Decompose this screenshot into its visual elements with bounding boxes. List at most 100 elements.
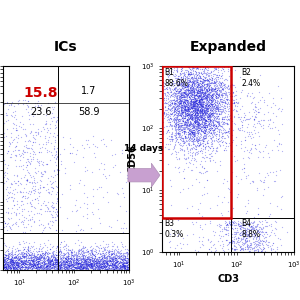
Point [98, 261, 103, 266]
Point [19, 206, 24, 211]
Point [183, 130, 188, 134]
Point [204, 78, 208, 82]
Point [246, 248, 251, 253]
Point [183, 105, 188, 110]
Point [194, 99, 198, 104]
Point [270, 96, 275, 101]
Point [115, 247, 120, 252]
Point [189, 97, 194, 102]
Point [195, 112, 200, 117]
Point [223, 82, 228, 87]
Point [93, 259, 98, 263]
Point [114, 266, 118, 270]
Point [209, 122, 214, 127]
Point [184, 90, 188, 95]
Point [94, 258, 99, 263]
Point [226, 223, 230, 228]
Point [122, 262, 127, 267]
Point [253, 232, 257, 237]
Point [184, 104, 189, 109]
Point [189, 113, 194, 118]
Point [192, 133, 197, 138]
Point [28, 218, 32, 223]
Point [180, 127, 185, 132]
Point [203, 86, 208, 91]
Point [205, 140, 210, 145]
Point [160, 103, 164, 107]
Point [205, 107, 210, 112]
Point [229, 219, 234, 224]
Point [179, 64, 184, 68]
Point [85, 266, 90, 271]
Point [209, 118, 214, 123]
Point [116, 248, 121, 253]
Point [191, 93, 196, 98]
Point [235, 240, 240, 244]
Point [79, 266, 84, 271]
Point [115, 265, 120, 270]
Point [76, 261, 81, 266]
Point [203, 142, 208, 146]
Point [195, 79, 200, 84]
Point [210, 85, 214, 90]
Point [183, 103, 188, 108]
Point [39, 250, 44, 255]
Point [83, 262, 88, 266]
Point [179, 133, 184, 138]
Point [98, 267, 102, 272]
Point [180, 94, 185, 99]
Point [17, 263, 22, 268]
Point [29, 265, 34, 270]
Point [196, 105, 201, 110]
Point [202, 66, 207, 71]
Point [186, 127, 191, 132]
Point [188, 93, 193, 98]
Point [119, 267, 124, 272]
Point [191, 77, 196, 82]
Point [13, 221, 17, 226]
Point [2, 243, 7, 248]
Point [224, 122, 229, 127]
Point [124, 263, 129, 268]
Point [240, 242, 244, 246]
Point [206, 102, 211, 107]
Point [80, 252, 85, 257]
Point [38, 244, 43, 249]
Point [186, 112, 190, 117]
Point [273, 226, 278, 231]
Point [14, 259, 19, 264]
Point [13, 252, 17, 257]
Point [68, 264, 73, 269]
Point [226, 127, 231, 131]
Point [65, 247, 70, 252]
Point [167, 68, 171, 73]
Point [185, 116, 190, 121]
Point [36, 251, 41, 256]
Point [24, 178, 28, 182]
Point [85, 257, 90, 262]
Point [109, 252, 113, 257]
Point [110, 256, 115, 261]
Point [179, 82, 184, 87]
Point [206, 84, 211, 89]
Point [45, 256, 50, 261]
Point [186, 130, 191, 135]
Point [23, 258, 28, 263]
Point [173, 128, 178, 132]
Point [193, 100, 197, 104]
Point [54, 266, 59, 271]
Point [64, 260, 69, 264]
Point [22, 261, 27, 266]
Point [202, 122, 207, 127]
Point [126, 248, 131, 253]
Point [229, 238, 233, 243]
Point [35, 261, 40, 266]
Point [55, 266, 60, 270]
Point [26, 191, 31, 196]
Point [10, 252, 14, 257]
Point [193, 116, 197, 121]
Point [182, 72, 187, 77]
Point [26, 159, 30, 164]
Point [47, 219, 52, 224]
Point [2, 255, 7, 260]
